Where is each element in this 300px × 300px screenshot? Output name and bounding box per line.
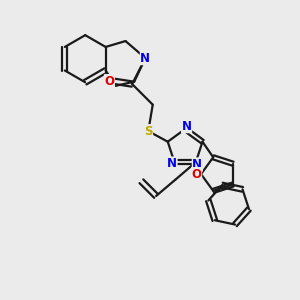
Text: N: N <box>182 120 192 133</box>
Text: N: N <box>140 52 150 64</box>
Text: O: O <box>104 75 114 88</box>
Text: N: N <box>167 157 177 170</box>
Text: S: S <box>144 125 153 138</box>
Text: N: N <box>192 158 202 171</box>
Text: O: O <box>192 168 202 181</box>
